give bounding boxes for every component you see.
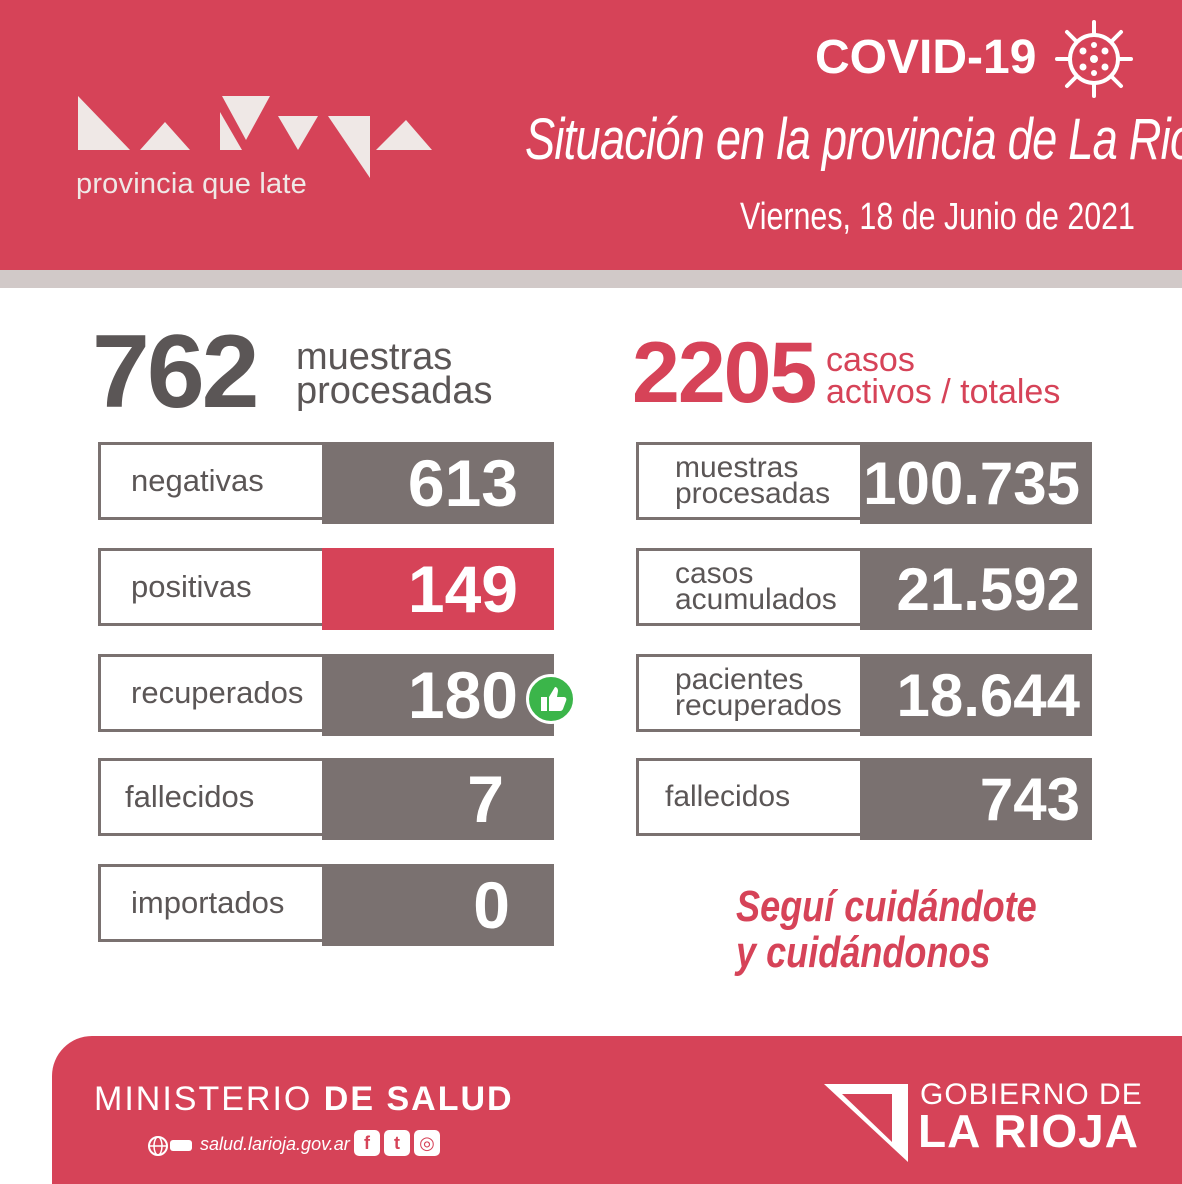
gobierno-de-text: GOBIERNO DE [920,1078,1143,1111]
total-row-muestras: muestras procesadas 100.735 [636,442,1092,524]
total-row-casos: casos acumulados 21.592 [636,548,1092,630]
ministry-salud: DE SALUD [323,1080,514,1118]
total-value: 100.735 [860,442,1092,524]
total-label: pacientes recuperados [636,654,862,732]
header-banner [0,0,1182,270]
ministry-word: MINISTERIO [94,1080,313,1118]
total-label-line1: fallecidos [665,780,791,813]
samples-label-line1: muestras [296,336,453,378]
situation-title: Situación en la provincia de La Rioja [525,107,1182,172]
instagram-icon[interactable]: ◎ [414,1130,440,1156]
slogan: Seguí cuidándote y cuidándonos [736,884,1037,976]
active-cases-label-line2: activos / totales [826,373,1061,411]
samples-today-value: 762 [92,314,260,430]
stat-label: fallecidos [98,758,324,836]
twitter-icon[interactable]: t [384,1130,410,1156]
facebook-icon[interactable]: f [354,1130,380,1156]
stat-value: 149 [322,548,554,630]
total-value: 743 [860,758,1092,840]
globe-icon [148,1136,192,1156]
social-links: f t ◎ [354,1130,440,1156]
total-label: fallecidos [636,758,862,836]
stat-value: 7 [322,758,554,840]
virus-icon [1055,20,1133,98]
la-rioja-text: LA RIOJA [918,1105,1139,1157]
total-value: 18.644 [860,654,1092,736]
slogan-line2: y cuidándonos [736,928,991,977]
samples-today-label: muestras procesadas [296,336,493,412]
total-label-line1: muestras [675,451,799,484]
active-cases-label-line1: casos [826,341,915,379]
covid-title: COVID-19 [815,31,1037,84]
la-rioja-logo [78,96,432,178]
stat-row-positivas: positivas 149 [98,548,554,630]
report-date: Viernes, 18 de Junio de 2021 [740,196,1135,238]
stat-label: negativas [98,442,324,520]
stat-value: 180 [322,654,554,736]
stat-label: positivas [98,548,324,626]
thumbs-up-icon [526,674,576,724]
gobierno-logo [824,1084,908,1162]
total-label-line2: recuperados [675,689,842,722]
stat-label: importados [98,864,324,942]
stat-row-negativas: negativas 613 [98,442,554,524]
header-band [0,270,1182,288]
stat-label: recuperados [98,654,324,732]
active-cases-value: 2205 [632,325,817,421]
ministry-name: MINISTERIO DE SALUD [94,1080,514,1119]
logo-subtitle: provincia que late [76,168,307,200]
total-label-line2: procesadas [675,477,831,510]
total-row-fallecidos: fallecidos 743 [636,758,1092,840]
samples-label-line2: procesadas [296,370,493,412]
total-value: 21.592 [860,548,1092,630]
stat-row-importados: importados 0 [98,864,554,946]
total-label-line2: acumulados [675,583,837,616]
slogan-line1: Seguí cuidándote [736,882,1037,931]
total-label-line1: pacientes [675,663,804,696]
stat-row-recuperados: recuperados 180 [98,654,554,736]
stat-value: 613 [322,442,554,524]
stat-row-fallecidos: fallecidos 7 [98,758,554,840]
active-cases-label: casos activos / totales [826,341,1061,411]
total-row-recuperados: pacientes recuperados 18.644 [636,654,1092,736]
total-label: muestras procesadas [636,442,862,520]
stat-value: 0 [322,864,554,946]
total-label: casos acumulados [636,548,862,626]
total-label-line1: casos [675,557,754,590]
footer-banner [52,1036,1182,1184]
website-link[interactable]: salud.larioja.gov.ar [200,1134,350,1154]
